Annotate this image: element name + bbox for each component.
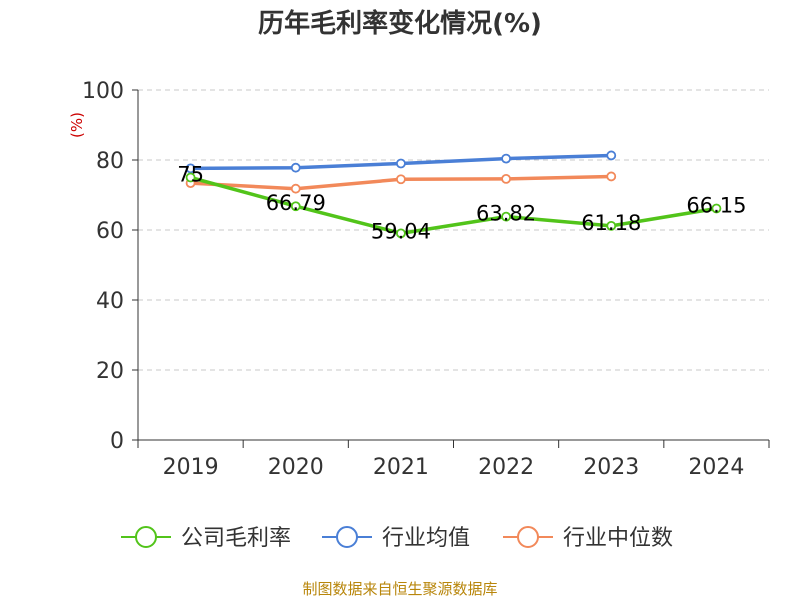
y-tick-label: 40 <box>96 289 124 314</box>
legend-label: 行业均值 <box>382 526 470 551</box>
data-point <box>606 171 617 182</box>
legend-label: 行业中位数 <box>563 526 673 551</box>
legend-marker <box>135 526 157 548</box>
x-tick-label: 2023 <box>583 455 639 480</box>
data-point <box>396 228 406 239</box>
data-point <box>396 174 406 185</box>
data-point <box>290 201 301 212</box>
y-axis-unit-label: (%) <box>68 112 86 138</box>
source-footer: 制图数据来自恒生聚源数据库 <box>302 580 497 598</box>
data-point <box>711 203 722 214</box>
data-point <box>290 162 301 173</box>
y-tick-label: 60 <box>96 219 124 244</box>
data-point <box>185 163 196 174</box>
legend: 公司毛利率 行业均值 行业中位数 <box>121 526 673 551</box>
x-tick-label: 2019 <box>163 455 219 480</box>
x-tick-label: 2021 <box>373 455 429 480</box>
data-point <box>290 183 301 194</box>
axes: 0 20 40 60 80 100 2019 2020 2021 2022 2023 2024 <box>82 79 770 480</box>
y-tick-label: 0 <box>110 429 124 454</box>
data-point <box>185 172 196 183</box>
data-label: 59.04 <box>371 219 431 243</box>
data-point <box>396 158 406 169</box>
data-point <box>501 153 511 164</box>
grid-lines <box>138 89 769 371</box>
y-tick-label: 20 <box>96 359 124 384</box>
data-label: 66.79 <box>266 191 326 215</box>
data-label: 63.82 <box>476 202 536 226</box>
data-point <box>606 150 617 161</box>
data-label: 61.18 <box>581 211 641 235</box>
chart-title: 历年毛利率变化情况(%) <box>258 8 542 39</box>
legend-marker <box>336 526 358 548</box>
x-tick-label: 2020 <box>268 455 324 480</box>
legend-label: 公司毛利率 <box>181 526 291 551</box>
series-line-0 <box>188 175 719 236</box>
data-label: 75 <box>177 163 204 187</box>
x-tick-label: 2022 <box>478 455 534 480</box>
data-point <box>606 220 617 231</box>
data-point <box>501 211 511 222</box>
legend-marker <box>517 526 539 548</box>
x-tick-label: 2024 <box>688 455 744 480</box>
y-tick-label: 100 <box>82 79 124 104</box>
data-labels: 75 66.79 59.04 63.82 61.18 66.15 <box>177 163 746 244</box>
data-label: 66.15 <box>686 193 746 217</box>
data-point <box>501 173 511 184</box>
series-lines <box>185 150 722 239</box>
y-tick-label: 80 <box>96 149 124 174</box>
